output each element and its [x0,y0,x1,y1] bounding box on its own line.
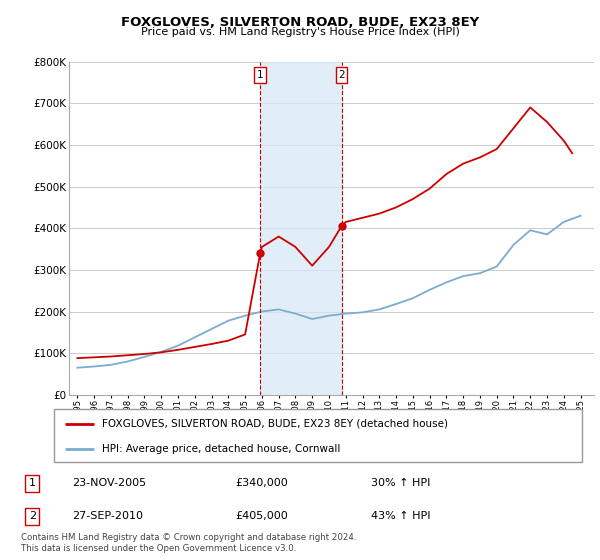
Text: 2: 2 [338,70,345,80]
Text: 2: 2 [29,511,36,521]
Text: Price paid vs. HM Land Registry's House Price Index (HPI): Price paid vs. HM Land Registry's House … [140,27,460,37]
Text: £340,000: £340,000 [235,478,288,488]
Text: 43% ↑ HPI: 43% ↑ HPI [371,511,430,521]
Text: 1: 1 [29,478,36,488]
Text: Contains HM Land Registry data © Crown copyright and database right 2024.
This d: Contains HM Land Registry data © Crown c… [21,533,356,553]
Text: FOXGLOVES, SILVERTON ROAD, BUDE, EX23 8EY (detached house): FOXGLOVES, SILVERTON ROAD, BUDE, EX23 8E… [101,419,448,429]
Bar [260,62,341,395]
Text: FOXGLOVES, SILVERTON ROAD, BUDE, EX23 8EY: FOXGLOVES, SILVERTON ROAD, BUDE, EX23 8E… [121,16,479,29]
Text: 23-NOV-2005: 23-NOV-2005 [72,478,146,488]
Text: 27-SEP-2010: 27-SEP-2010 [72,511,143,521]
Text: £405,000: £405,000 [235,511,288,521]
FancyBboxPatch shape [54,409,582,462]
Text: HPI: Average price, detached house, Cornwall: HPI: Average price, detached house, Corn… [101,444,340,454]
Text: 1: 1 [257,70,263,80]
Text: 30% ↑ HPI: 30% ↑ HPI [371,478,430,488]
